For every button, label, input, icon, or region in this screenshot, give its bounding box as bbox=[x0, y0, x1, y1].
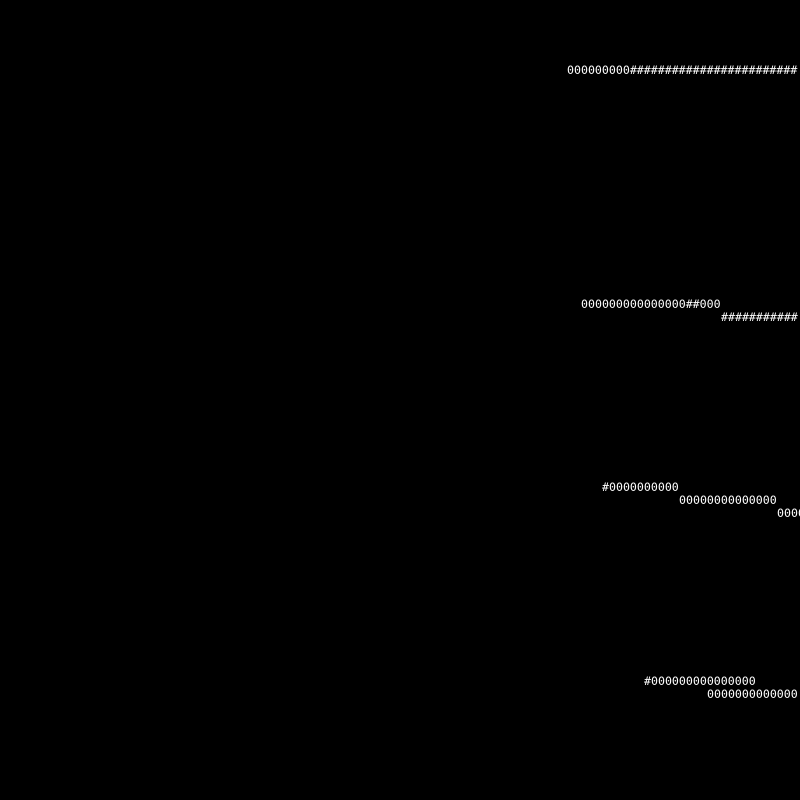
text-line: #000000000000000 bbox=[644, 674, 756, 688]
text-line: 0000000000000 bbox=[707, 687, 798, 701]
text-line: #0000000000 bbox=[602, 480, 679, 494]
text-line: 000000000000000##000 bbox=[581, 297, 721, 311]
text-line: 0000 bbox=[777, 506, 800, 520]
text-line: 00000000000000 bbox=[679, 493, 777, 507]
text-line: ########### bbox=[721, 310, 798, 324]
text-line: 000000000######################## bbox=[567, 63, 798, 77]
